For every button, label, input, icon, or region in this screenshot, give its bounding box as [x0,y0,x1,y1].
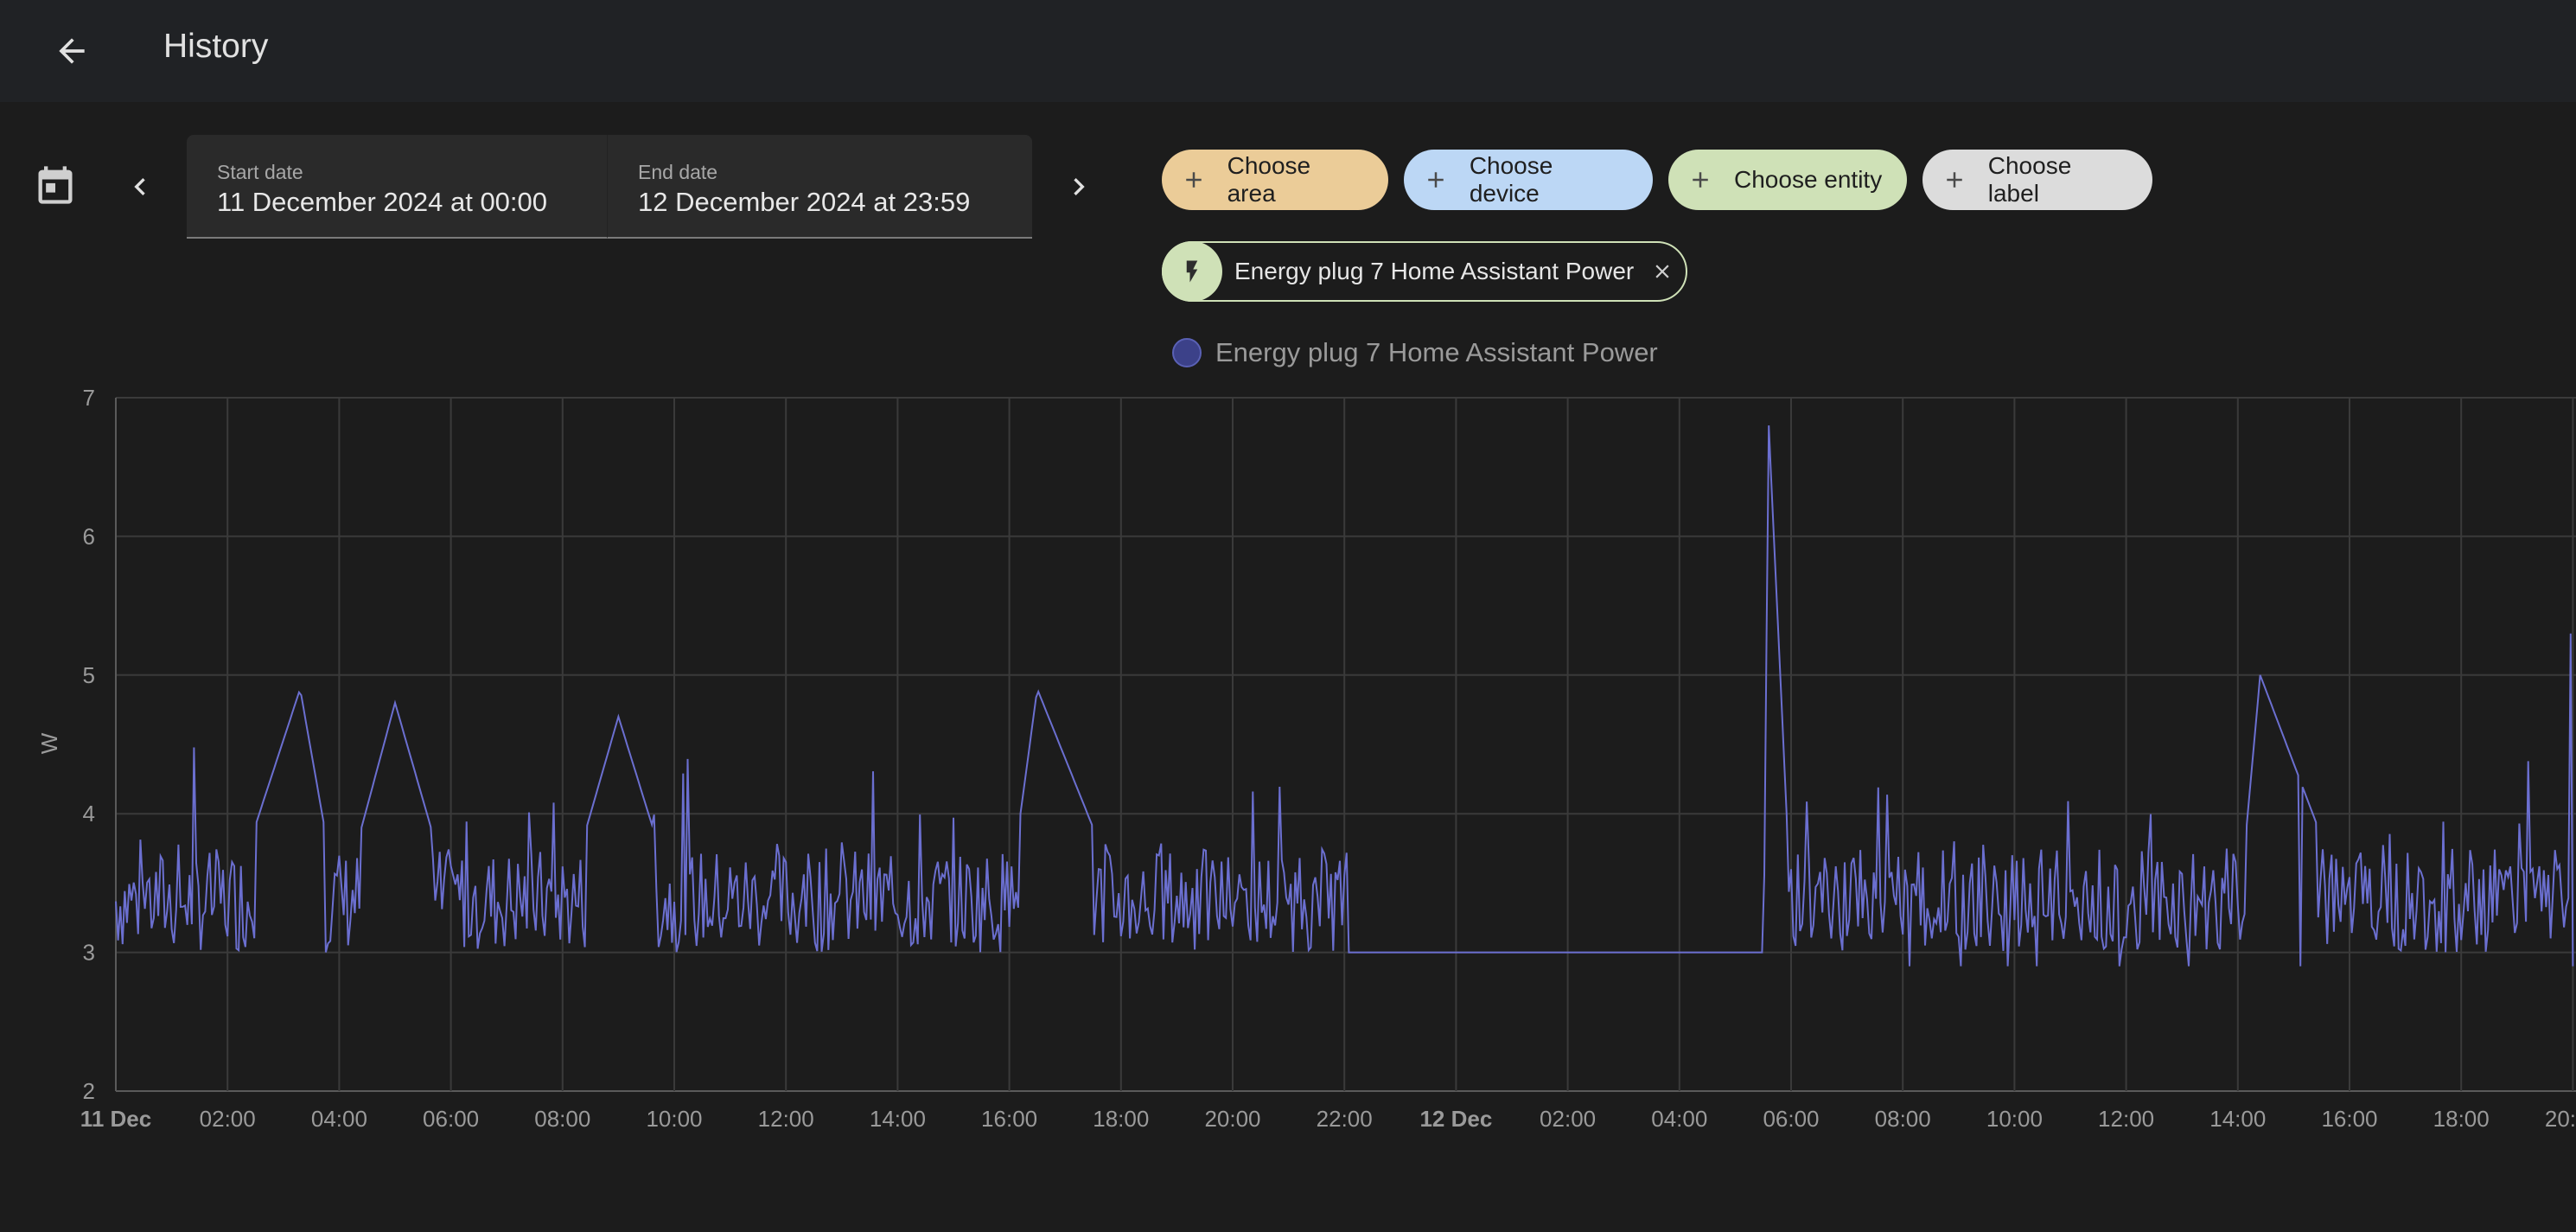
plus-icon [1686,165,1715,195]
y-tick-label: 5 [83,662,95,688]
legend-label: Energy plug 7 Home Assistant Power [1215,337,1658,367]
chart-legend-item[interactable]: Energy plug 7 Home Assistant Power [1172,334,1658,372]
x-tick-label: 04:00 [1651,1106,1707,1132]
choose-area-chip[interactable]: Choose area [1162,150,1388,210]
choose-area-label: Choose area [1227,152,1311,207]
x-tick-label: 12 Dec [1419,1106,1492,1132]
remove-entity-button[interactable] [1646,255,1679,288]
choose-label-label: Choose label [1987,152,2072,207]
x-tick-label: 12:00 [758,1106,814,1132]
x-tick-label: 06:00 [1763,1106,1819,1132]
end-date-value: 12 December 2024 at 23:59 [638,187,971,217]
x-tick-label: 16:00 [981,1106,1037,1132]
x-tick-label: 06:00 [423,1106,479,1132]
end-date-label: End date [638,161,718,183]
series-line [115,425,2574,967]
y-tick-label: 2 [83,1078,95,1104]
start-date-value: 11 December 2024 at 00:00 [217,187,548,217]
choose-entity-label: Choose entity [1734,166,1883,193]
page-title: History [163,28,269,65]
chevron-left-icon [134,178,145,195]
x-tick-label: 10:00 [1986,1106,2043,1132]
calendar-icon [38,166,73,204]
chevron-right-icon [1074,178,1085,195]
x-tick-label: 08:00 [534,1106,590,1132]
y-tick-label: 4 [83,801,95,827]
choose-entity-chip[interactable]: Choose entity [1668,150,1907,210]
start-date-field[interactable]: Start date 11 December 2024 at 00:00 [187,135,607,239]
x-tick-label: 02:00 [200,1106,256,1132]
previous-period-button[interactable] [116,163,164,211]
y-tick-label: 7 [83,385,95,411]
x-tick-label: 14:00 [870,1106,926,1132]
end-date-field[interactable]: End date 12 December 2024 at 23:59 [607,135,1032,239]
start-date-label: Start date [217,161,303,183]
x-tick-label: 22:00 [1317,1106,1373,1132]
back-button[interactable] [40,19,104,83]
x-tick-label: 18:00 [2433,1106,2490,1132]
x-tick-label: 04:00 [311,1106,367,1132]
arrow-left-icon [59,38,85,64]
choose-label-chip[interactable]: Choose label [1922,150,2152,210]
plus-icon [1421,165,1451,195]
x-tick-label: 12:00 [2098,1106,2154,1132]
x-tick-label: 20:00 [1204,1106,1260,1132]
x-tick-label: 10:00 [646,1106,702,1132]
x-tick-label: 08:00 [1875,1106,1931,1132]
choose-device-label: Choose device [1469,152,1553,207]
x-tick-label: 11 Dec [80,1106,151,1132]
x-tick-label: 14:00 [2209,1106,2266,1132]
x-tick-label: 02:00 [1540,1106,1596,1132]
date-picker-button[interactable] [29,157,81,213]
plus-icon [1940,165,1969,195]
selected-entity-name: Energy plug 7 Home Assistant Power [1234,258,1635,284]
history-chart[interactable]: 2 3 4 5 6 7 11 Dec 02:00 04:00 06:00 08:00 10:00 12… [0,380,2576,1141]
y-tick-label: 3 [83,940,95,966]
legend-color-dot [1172,338,1202,367]
selected-entity-chip[interactable]: Energy plug 7 Home Assistant Power [1162,241,1687,302]
choose-device-chip[interactable]: Choose device [1404,150,1653,210]
x-tick-label: 16:00 [2321,1106,2377,1132]
close-icon [1655,265,1669,278]
x-tick-label: 18:00 [1093,1106,1149,1132]
next-period-button[interactable] [1055,163,1103,211]
flash-icon [1162,241,1222,302]
x-tick-label: 20:00 [2545,1106,2576,1132]
y-axis-label: W [36,732,62,754]
plus-icon [1179,165,1208,195]
top-app-bar: History [0,0,2576,102]
y-tick-label: 6 [83,523,95,549]
